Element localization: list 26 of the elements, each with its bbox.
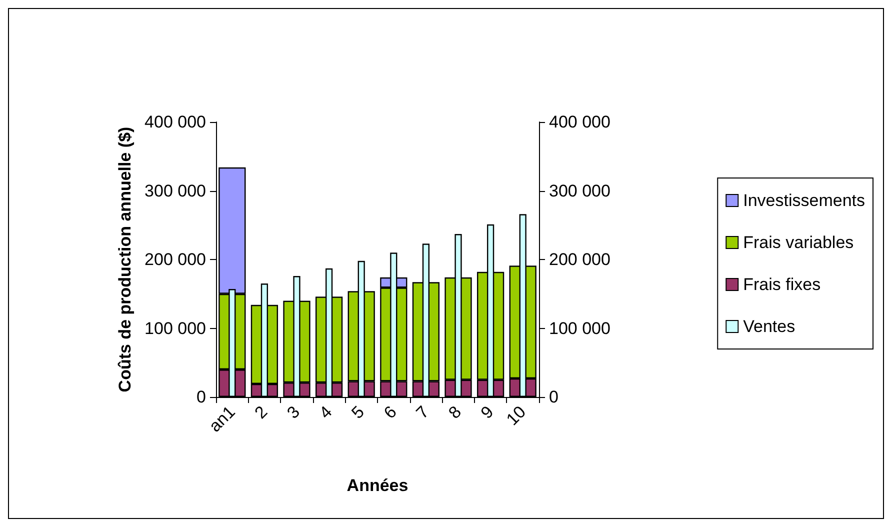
y-tick-label: 100 000 [144, 318, 206, 338]
legend-label: Frais fixes [743, 275, 821, 294]
y-tick-label: 0 [196, 388, 206, 406]
y2-tick-label: 100 000 [549, 318, 610, 338]
x-tick-label: 10 [502, 402, 530, 430]
y-tick-label: 400 000 [144, 112, 206, 132]
y-tick-label: 200 000 [144, 250, 206, 269]
x-tick-label: 2 [251, 402, 272, 422]
x-tick-label: 7 [412, 402, 433, 422]
x-tick-label: an1 [205, 402, 239, 436]
y2-tick-label: 300 000 [549, 181, 610, 200]
x-tick-label: 5 [348, 402, 368, 422]
x-axis-title: Années [346, 476, 408, 495]
legend-label: Ventes [743, 317, 796, 336]
x-tick-label: 6 [380, 402, 400, 422]
x-tick-label: 4 [316, 402, 336, 422]
legend-label: Frais variables [743, 233, 854, 252]
y2-tick-label: 200 000 [549, 250, 610, 269]
legend-label: Investissements [743, 191, 866, 210]
y2-tick-label: 0 [549, 388, 558, 406]
y-axis-title: Coûts de production annuelle ($) [116, 126, 134, 392]
x-tick-label: 9 [477, 402, 498, 422]
x-tick-label: 3 [283, 402, 304, 422]
x-tick-label: 8 [444, 402, 465, 422]
y2-tick-label: 400 000 [549, 112, 610, 132]
y-tick-label: 300 000 [144, 181, 206, 200]
